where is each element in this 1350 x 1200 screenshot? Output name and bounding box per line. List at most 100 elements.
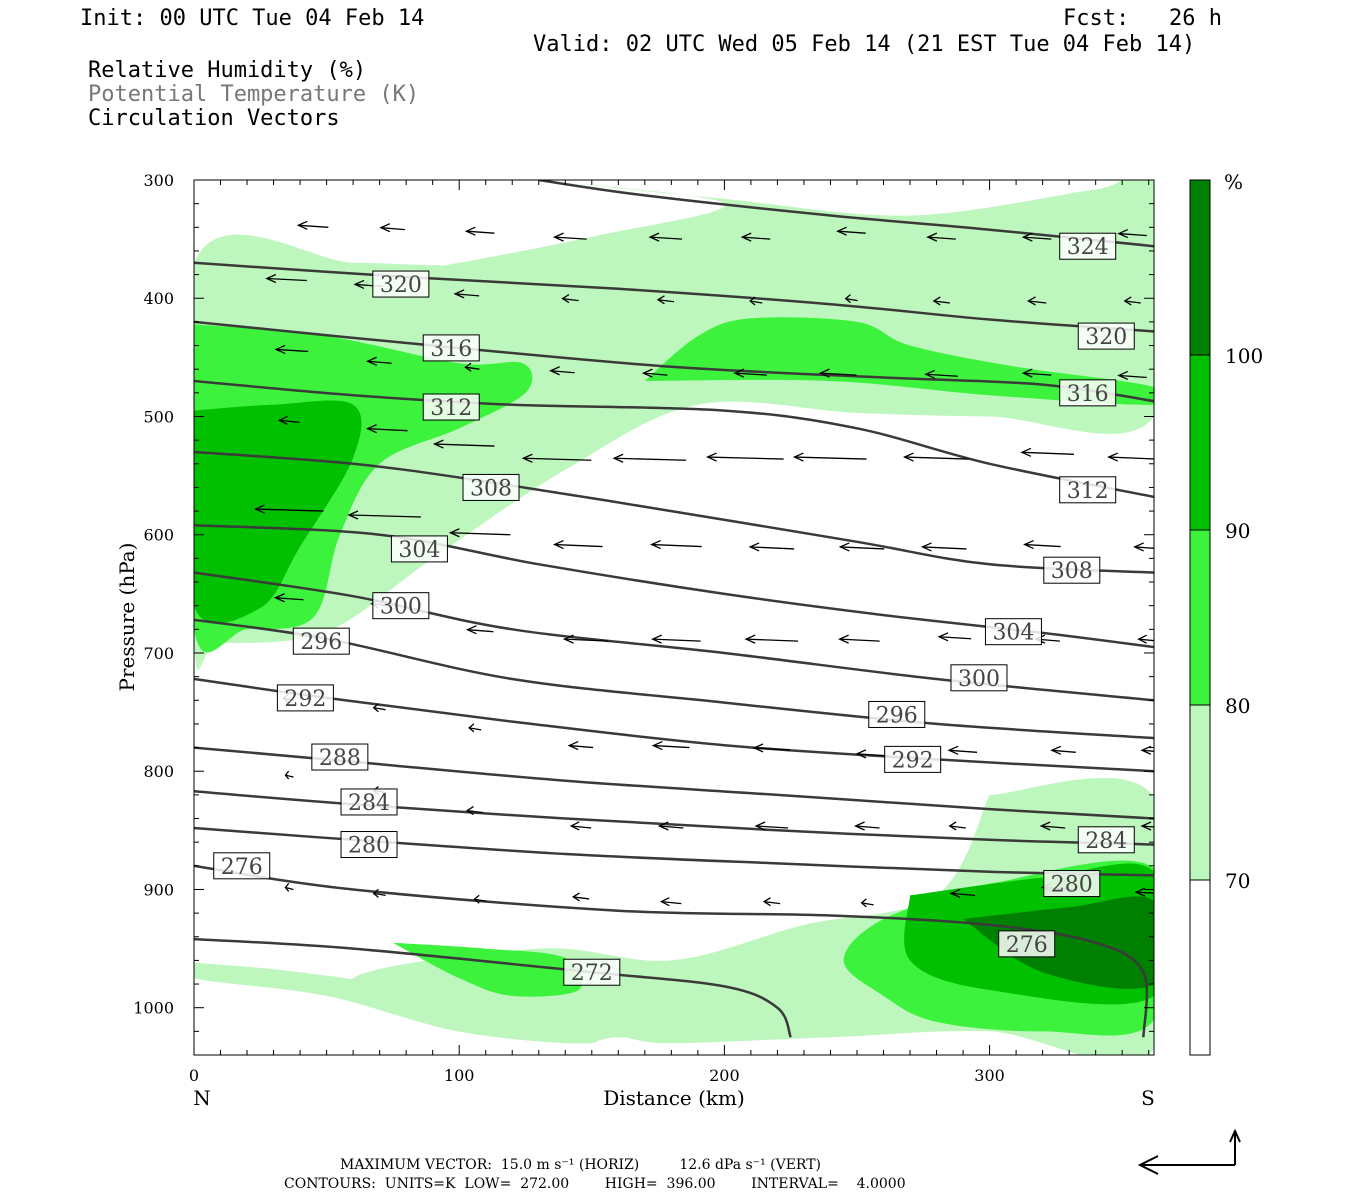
svg-text:308: 308: [470, 476, 512, 501]
contour-label-320: 320: [1077, 322, 1135, 350]
rh-region-70: [194, 962, 599, 1044]
svg-text:308: 308: [1051, 559, 1093, 584]
circulation-vector: [1039, 821, 1066, 831]
circulation-vector: [562, 634, 609, 644]
colorbar-level-label: 80: [1225, 694, 1250, 718]
circulation-vector: [1026, 296, 1047, 306]
circulation-vector: [265, 273, 307, 284]
contour-label-308: 308: [462, 473, 520, 501]
circulation-vector: [853, 821, 880, 831]
circulation-vector: [464, 226, 495, 236]
contour-label-312: 312: [1059, 476, 1117, 504]
colorbar-level-label: 100: [1225, 344, 1263, 368]
y-tick-label: 500: [143, 407, 174, 426]
svg-text:316: 316: [430, 337, 472, 362]
circulation-vector: [749, 296, 763, 306]
svg-text:292: 292: [284, 687, 326, 712]
colorbar-segment: [1189, 879, 1211, 1056]
circulation-vector: [274, 344, 309, 355]
circulation-vector: [465, 806, 484, 816]
colorbar-level-label: 70: [1225, 869, 1250, 893]
field-label-theta: Potential Temperature (K): [88, 82, 420, 107]
circulation-vector: [744, 634, 799, 644]
circulation-vector: [948, 821, 966, 831]
circulation-vector: [453, 289, 480, 299]
circulation-vector: [657, 821, 684, 831]
circulation-vector: [284, 770, 294, 780]
contour-label-296: 296: [292, 627, 350, 655]
svg-text:320: 320: [1085, 325, 1127, 350]
circulation-vector: [1050, 745, 1076, 755]
rh-region-100: [963, 896, 1154, 989]
circulation-vector: [860, 898, 874, 908]
circulation-vector: [347, 510, 421, 520]
circulation-vector: [754, 821, 789, 831]
circulation-vector: [521, 453, 592, 463]
circulation-vector: [818, 368, 857, 378]
contour-label-280: 280: [1043, 870, 1101, 898]
north-label: N: [193, 1086, 211, 1110]
colorbar-segment: [1189, 354, 1211, 531]
circulation-vector: [855, 749, 889, 759]
circulation-vector: [836, 226, 866, 236]
circulation-vector: [926, 232, 956, 242]
forecast-hour: Fcst: 26 h: [1063, 6, 1222, 31]
valid-time: Valid: 02 UTC Wed 05 Feb 14 (21 EST Tue …: [533, 32, 1196, 57]
y-tick-label: 700: [143, 644, 174, 663]
circulation-vector: [448, 528, 511, 538]
circulation-vector: [1117, 228, 1147, 239]
reference-vector-icon: [1137, 1128, 1241, 1175]
circulation-vector: [949, 888, 976, 898]
circulation-vector: [902, 452, 969, 462]
y-tick-label: 900: [143, 880, 174, 899]
y-tick-label: 400: [143, 289, 174, 308]
circulation-vector: [567, 740, 594, 751]
y-axis-title: Pressure (hPa): [115, 543, 139, 692]
circulation-vector: [366, 356, 392, 366]
svg-text:280: 280: [1051, 873, 1093, 898]
svg-text:272: 272: [571, 961, 613, 986]
circulation-vector: [552, 232, 587, 242]
circulation-vector: [792, 452, 867, 462]
south-label: S: [1141, 1086, 1155, 1110]
circulation-vector: [920, 542, 967, 552]
svg-text:284: 284: [348, 791, 390, 816]
theta-contour-276: [194, 864, 1149, 1038]
circulation-vector: [549, 366, 575, 376]
x-tick-label: 300: [974, 1066, 1005, 1085]
circulation-vector: [656, 295, 675, 305]
circulation-vector: [1021, 368, 1052, 378]
svg-text:276: 276: [1006, 933, 1048, 958]
circulation-vector: [648, 232, 683, 242]
x-tick-label: 0: [189, 1066, 199, 1085]
max-vector-note: MAXIMUM VECTOR: 15.0 m s⁻¹ (HORIZ) 12.6 …: [340, 1157, 822, 1173]
svg-text:316: 316: [1067, 382, 1109, 407]
theta-contour-320: [194, 261, 1154, 333]
contour-label-316: 316: [1059, 379, 1117, 407]
circulation-vectors: [253, 220, 1154, 908]
rh-region-90: [194, 400, 362, 624]
contour-label-312: 312: [422, 393, 480, 421]
theta-contour-316: [194, 320, 1154, 403]
theta-contour-308: [194, 450, 1154, 574]
circulation-vector: [844, 294, 858, 304]
circulation-vector: [1140, 821, 1154, 831]
circulation-vector: [278, 415, 300, 425]
circulation-vector: [650, 539, 702, 550]
contour-label-284: 284: [340, 788, 398, 816]
contour-label-316: 316: [422, 334, 480, 362]
circulation-vector: [1140, 745, 1154, 755]
svg-text:292: 292: [892, 748, 934, 773]
circulation-vector: [659, 897, 682, 907]
contour-label-292: 292: [276, 684, 334, 712]
svg-text:288: 288: [319, 746, 361, 771]
circulation-vector: [473, 894, 487, 904]
svg-text:300: 300: [958, 667, 1000, 692]
contour-label-284: 284: [1077, 826, 1135, 854]
y-tick-label: 800: [143, 762, 174, 781]
circulation-vector: [1137, 634, 1154, 644]
circulation-vector: [464, 362, 480, 372]
svg-text:304: 304: [992, 621, 1034, 646]
circulation-vector: [273, 593, 304, 603]
contours-note: CONTOURS: UNITS=K LOW= 272.00 HIGH= 396.…: [284, 1176, 906, 1192]
